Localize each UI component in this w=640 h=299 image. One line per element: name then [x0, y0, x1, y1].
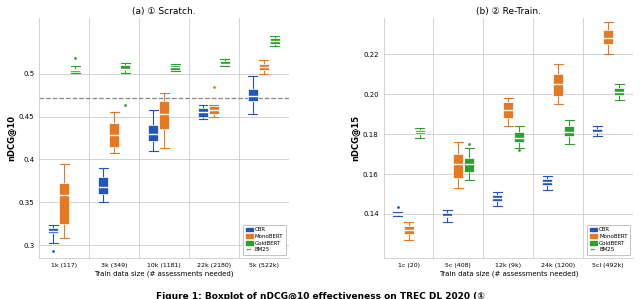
Bar	[515, 132, 524, 142]
Y-axis label: nDCG@10: nDCG@10	[7, 115, 16, 161]
Bar	[492, 195, 502, 201]
X-axis label: Train data size (# assessments needed): Train data size (# assessments needed)	[438, 271, 578, 277]
Bar	[614, 88, 624, 95]
Bar	[392, 213, 403, 215]
Bar	[198, 108, 208, 117]
Bar	[603, 30, 613, 44]
Bar	[109, 123, 119, 147]
Legend: CBR, MonoBERT, GoldBERT, BM25: CBR, MonoBERT, GoldBERT, BM25	[243, 225, 286, 255]
Bar	[564, 126, 574, 136]
Y-axis label: nDCG@15: nDCG@15	[351, 115, 360, 161]
Bar	[553, 74, 563, 96]
Bar	[465, 158, 474, 172]
Bar	[248, 89, 258, 101]
Bar	[120, 65, 130, 70]
Bar	[220, 61, 230, 65]
Bar	[542, 179, 552, 185]
Bar	[503, 102, 513, 118]
Bar	[404, 226, 413, 234]
Bar	[454, 154, 463, 178]
Legend: CBR, MonoBERT, GoldBERT, BM25: CBR, MonoBERT, GoldBERT, BM25	[588, 225, 630, 255]
Bar	[98, 177, 108, 194]
Bar	[415, 130, 424, 134]
X-axis label: Train data size (# assessments needed): Train data size (# assessments needed)	[94, 271, 234, 277]
Bar	[159, 101, 169, 129]
Title: (a) ① Scratch.: (a) ① Scratch.	[132, 7, 196, 16]
Bar	[209, 106, 219, 114]
Bar	[148, 125, 158, 141]
Bar	[70, 69, 80, 72]
Bar	[259, 63, 269, 70]
Bar	[49, 228, 58, 233]
Bar	[442, 213, 452, 217]
Bar	[170, 65, 180, 69]
Title: (b) ② Re-Train.: (b) ② Re-Train.	[476, 7, 541, 16]
Bar	[592, 129, 602, 133]
Text: Figure 1: Boxplot of nDCG@10 effectiveness on TREC DL 2020 (①: Figure 1: Boxplot of nDCG@10 effectivene…	[156, 292, 484, 299]
Bar	[270, 38, 280, 44]
Bar	[60, 184, 69, 224]
